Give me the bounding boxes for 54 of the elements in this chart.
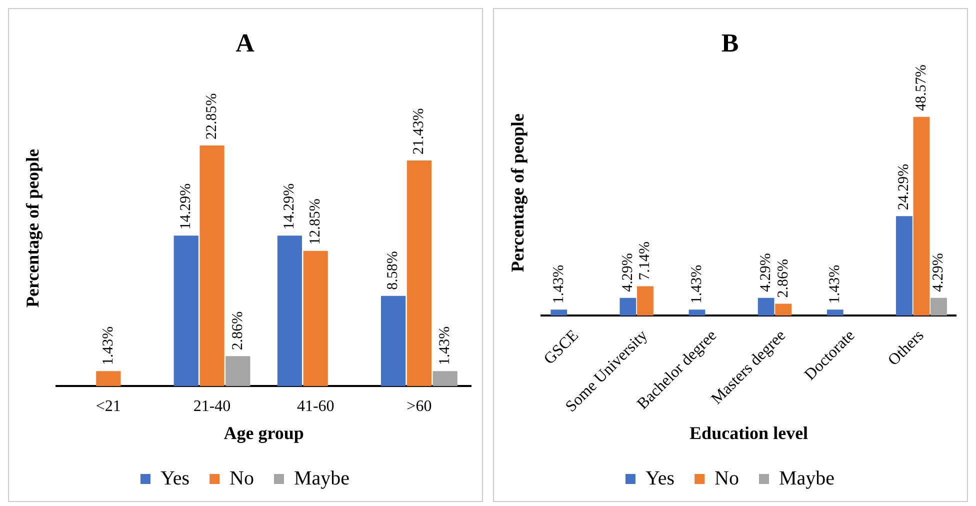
data-label: 14.29% [178,183,194,230]
legend-label: Yes [645,467,675,490]
bar [432,371,458,386]
chart-title: B [721,28,739,58]
x-axis-title: Age group [224,422,304,443]
bar [826,310,844,316]
bar [406,160,432,386]
x-tick-label: 41-60 [296,398,334,416]
data-label: 4.29% [930,253,947,292]
chart-title: A [236,28,255,58]
data-label: 4.29% [620,253,636,292]
x-tick-label: 21-40 [193,398,231,416]
bar [913,116,930,316]
bar [226,356,250,386]
bar [758,298,774,316]
legend-label: No [230,467,254,490]
data-label: 24.29% [896,164,912,210]
bar [96,371,121,386]
bar [896,216,912,316]
x-tick-label: <21 [96,398,121,416]
bar [550,310,568,316]
legend-label: Maybe [294,467,350,490]
data-label: 48.57% [913,64,930,111]
x-axis-title: Education level [690,422,808,443]
bar [620,298,636,316]
data-label: 12.85% [308,198,324,245]
bar [174,236,198,386]
bar [381,296,406,386]
bar [277,236,302,386]
bar [688,310,706,316]
legend-label: No [714,467,740,490]
bar [200,146,224,386]
x-tick-label: >60 [406,398,432,416]
data-label: 1.43% [100,326,116,366]
data-label: 1.43% [688,264,705,304]
legend-label: Maybe [779,467,835,490]
data-label: 21.43% [411,108,428,154]
bar [637,286,654,316]
data-label: 4.29% [758,253,774,292]
y-axis-title: Percentage of people [507,114,528,272]
y-axis-title: Percentage of people [22,148,42,308]
data-label: 8.58% [385,251,402,290]
data-label: 2.86% [775,259,792,298]
data-label: 14.29% [282,183,298,230]
data-label: 22.85% [204,93,220,140]
data-label: 7.14% [637,242,654,280]
bar [930,298,947,316]
legend-label: Yes [160,467,190,490]
data-label: 1.43% [437,326,454,366]
bar [775,304,792,316]
data-label: 1.43% [827,264,844,304]
data-label: 1.43% [550,264,567,304]
bar [303,250,328,386]
data-label: 2.86% [230,311,246,350]
